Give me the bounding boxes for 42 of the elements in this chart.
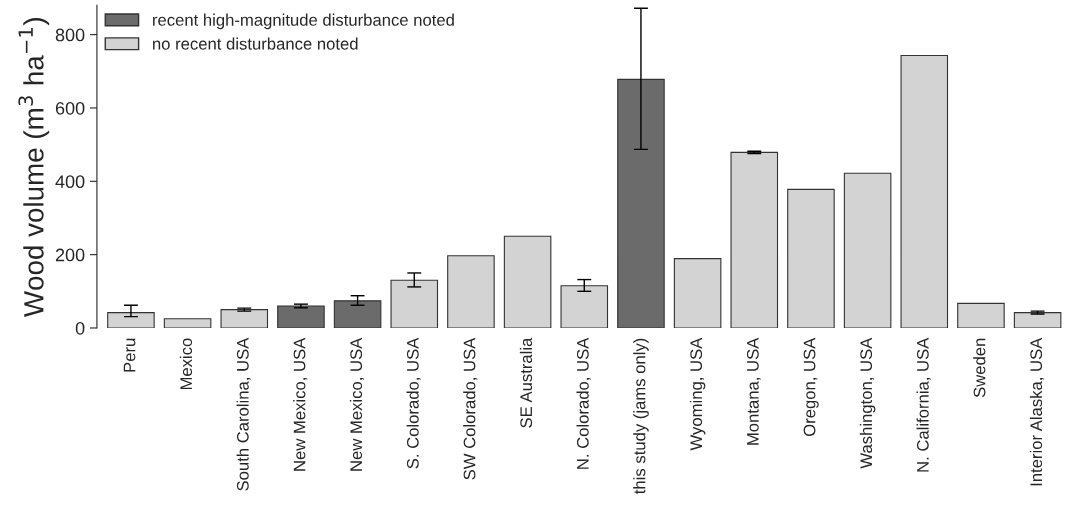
bar: [447, 255, 495, 328]
x-tick-label: Interior Alaska, USA: [1029, 337, 1045, 486]
bar: [333, 300, 382, 328]
bar: [843, 172, 892, 328]
bar: [107, 312, 155, 328]
bar: [390, 279, 439, 328]
x-tick-label: New Mexico, USA: [293, 337, 308, 471]
x-tick-label: N. Colorado, USA: [576, 337, 591, 469]
x-tick-label: Washington, USA: [859, 337, 876, 469]
x-tick-label: S. Colorado, USA: [406, 337, 421, 469]
bar: [730, 151, 779, 328]
bar: [673, 258, 722, 328]
bar: [220, 309, 269, 328]
bar: [560, 285, 609, 328]
y-tick-label: 400: [55, 175, 85, 189]
bar: [957, 302, 1005, 328]
x-tick-label: South Carolina, USA: [236, 337, 251, 491]
bar: [787, 188, 835, 328]
x-tick-label: Oregon, USA: [803, 337, 819, 437]
x-tick-label: SW Colorado, USA: [463, 337, 478, 480]
x-tick-label: N. California, USA: [916, 337, 931, 472]
legend-label: no recent disturbance noted: [153, 37, 358, 50]
y-tick-label: 800: [55, 28, 85, 42]
x-tick-label: Montana, USA: [746, 337, 761, 445]
x-tick-label: this study (jams only): [633, 338, 649, 494]
bar: [900, 54, 949, 328]
bar: [617, 78, 665, 328]
bar: [503, 235, 552, 328]
y-axis-title: Wood volume (m$^{3}$ ha$^{−1}$): [18, 18, 50, 318]
bar: [1013, 312, 1062, 328]
x-tick-label: SE Australia: [519, 337, 533, 428]
y-tick-label: 600: [55, 101, 85, 115]
legend-label: recent high-magnitude disturbance noted: [153, 13, 454, 30]
x-tick-label: Mexico: [179, 338, 193, 390]
x-tick-label: Sweden: [973, 338, 986, 398]
bar: [163, 318, 212, 328]
y-tick-label: 200: [55, 248, 85, 262]
bar: [277, 305, 325, 328]
x-tick-label: Wyoming, USA: [689, 337, 706, 451]
x-tick-label: New Mexico, USA: [349, 337, 365, 471]
x-tick-label: Peru: [123, 338, 136, 372]
y-tick-label: 0: [75, 321, 85, 335]
